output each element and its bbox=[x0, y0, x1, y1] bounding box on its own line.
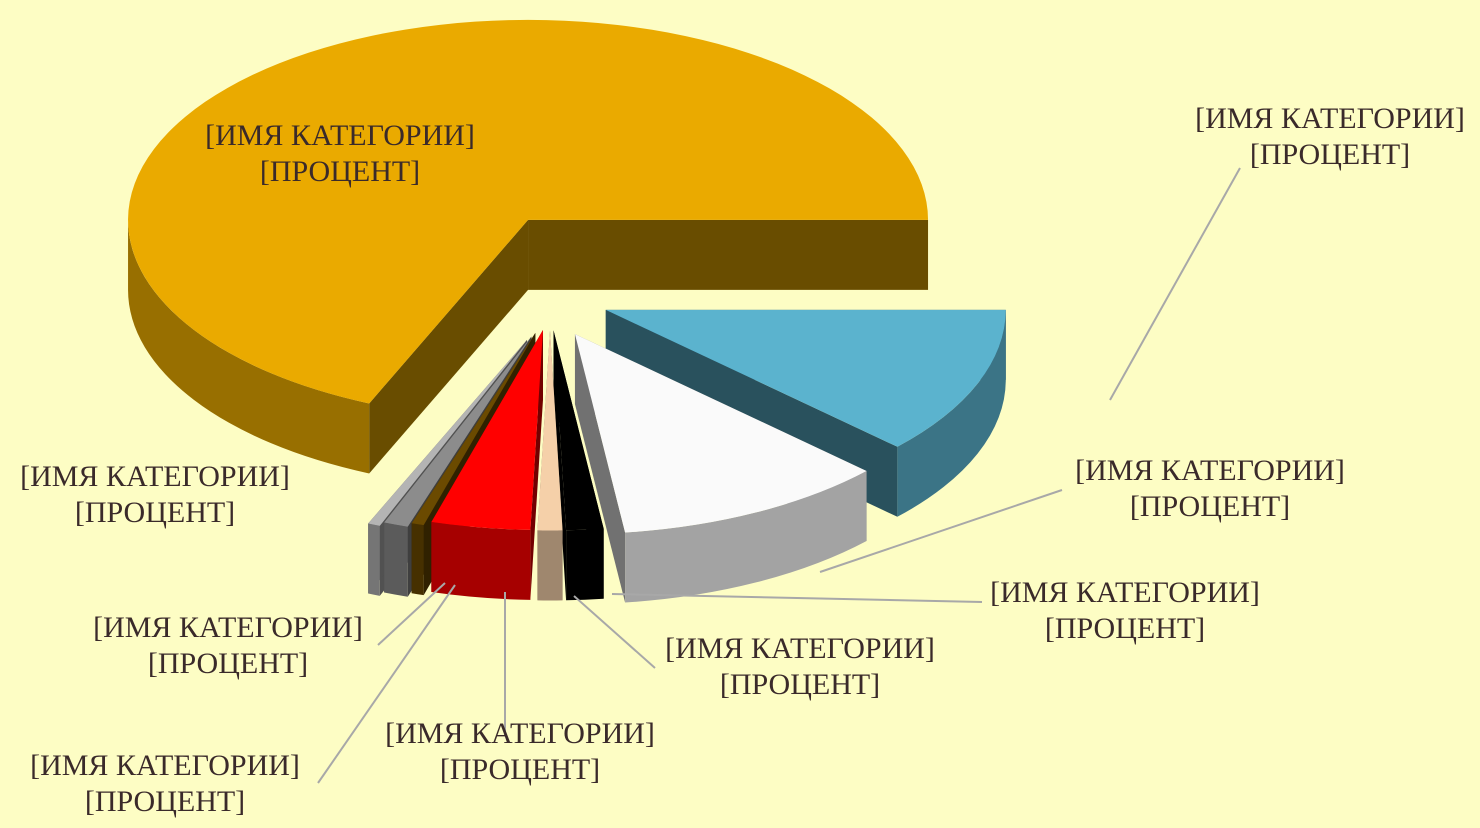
category-label: [ИМЯ КАТЕГОРИИ] bbox=[990, 576, 1260, 609]
value-label: [ПРОЦЕНТ] bbox=[85, 785, 245, 818]
leader-line bbox=[1109, 167, 1241, 401]
slice-side bbox=[625, 471, 867, 603]
leader-line bbox=[377, 582, 446, 646]
category-label: [ИМЯ КАТЕГОРИИ] bbox=[30, 749, 300, 782]
category-label: [ИМЯ КАТЕГОРИИ] bbox=[93, 611, 363, 644]
slice-cut-face bbox=[553, 330, 567, 601]
slice-side bbox=[368, 523, 380, 596]
value-label: [ПРОЦЕНТ] bbox=[75, 496, 235, 529]
value-label: [ПРОЦЕНТ] bbox=[260, 155, 420, 188]
slice-side bbox=[566, 528, 604, 601]
slice bbox=[537, 330, 563, 531]
slice-side bbox=[897, 309, 1006, 517]
slice bbox=[431, 330, 543, 530]
slice-side bbox=[128, 219, 370, 474]
slice bbox=[574, 334, 867, 533]
value-label: [ПРОЦЕНТ] bbox=[440, 753, 600, 786]
value-label: [ПРОЦЕНТ] bbox=[1045, 612, 1205, 645]
slice bbox=[553, 330, 604, 531]
value-label: [ПРОЦЕНТ] bbox=[148, 647, 308, 680]
slice-cut-face bbox=[528, 219, 929, 290]
slice bbox=[384, 336, 532, 527]
category-label: [ИМЯ КАТЕГОРИИ] bbox=[665, 632, 935, 665]
category-label: [ИМЯ КАТЕГОРИИ] bbox=[20, 460, 290, 493]
labels: [ИМЯ КАТЕГОРИИ][ПРОЦЕНТ][ИМЯ КАТЕГОРИИ][… bbox=[20, 102, 1465, 818]
slice bbox=[605, 309, 1006, 447]
slice bbox=[128, 19, 929, 404]
leader-line bbox=[317, 584, 456, 784]
slice-cut-face bbox=[369, 219, 529, 474]
value-label: [ПРОЦЕНТ] bbox=[1130, 490, 1290, 523]
leader-line bbox=[573, 595, 656, 669]
slice-side bbox=[411, 523, 424, 596]
slice-side bbox=[431, 522, 531, 600]
category-label: [ИМЯ КАТЕГОРИИ] bbox=[205, 119, 475, 152]
slice bbox=[368, 339, 528, 526]
slice-side bbox=[537, 530, 563, 601]
leader-line bbox=[819, 489, 1063, 573]
category-label: [ИМЯ КАТЕГОРИИ] bbox=[1195, 102, 1465, 135]
leader-line bbox=[611, 593, 983, 603]
category-label: [ИМЯ КАТЕГОРИИ] bbox=[1075, 454, 1345, 487]
slice-cut-face bbox=[574, 334, 626, 603]
category-label: [ИМЯ КАТЕГОРИИ] bbox=[385, 717, 655, 750]
slice bbox=[411, 333, 536, 526]
slice-side bbox=[384, 522, 408, 597]
value-label: [ПРОЦЕНТ] bbox=[1250, 138, 1410, 171]
pie bbox=[128, 19, 1006, 603]
value-label: [ПРОЦЕНТ] bbox=[720, 668, 880, 701]
